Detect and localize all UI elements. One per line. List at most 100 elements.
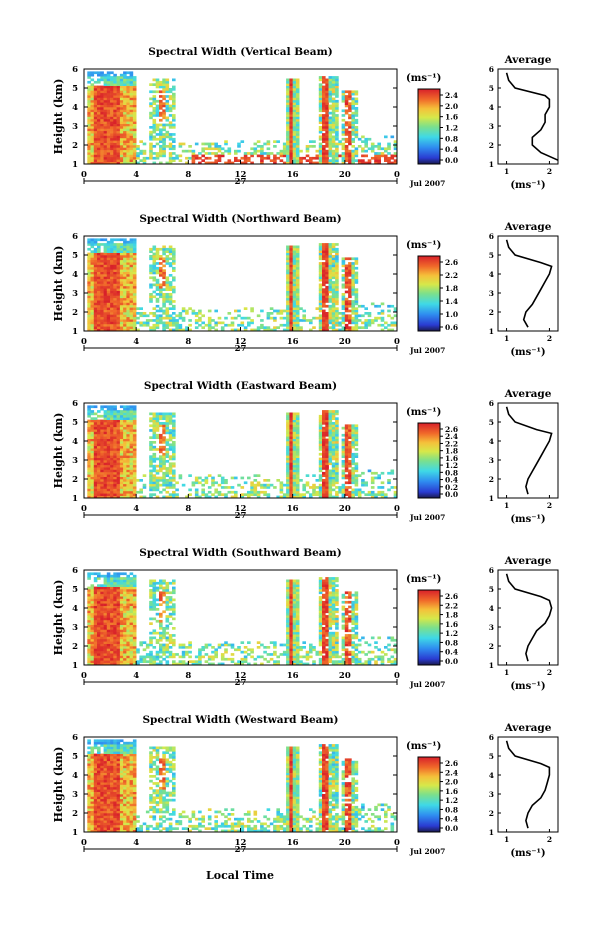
heatmap-cell <box>198 495 202 499</box>
heatmap-cell <box>292 285 297 289</box>
heatmap-cell <box>325 321 329 325</box>
heatmap-cell <box>354 483 359 487</box>
heatmap-cell <box>110 314 114 318</box>
heatmap-cell <box>129 290 134 294</box>
heatmap-cell <box>348 283 352 287</box>
heatmap-cell <box>335 152 339 155</box>
heatmap-cell <box>354 433 359 437</box>
heatmap-cell <box>93 457 98 461</box>
heatmap-cell <box>116 448 121 451</box>
heatmap-cell <box>159 152 163 155</box>
heatmap-cell <box>289 493 293 496</box>
heatmap-cell <box>292 154 297 158</box>
heatmap-cell <box>393 154 398 158</box>
heatmap-cell <box>286 154 290 158</box>
heatmap-cell <box>279 486 284 489</box>
heatmap-cell <box>126 302 130 306</box>
heatmap-cell <box>129 76 134 79</box>
heatmap-cell <box>100 481 104 485</box>
heatmap-cell <box>318 255 323 258</box>
heatmap-cell <box>106 142 111 146</box>
heatmap-cell <box>87 655 91 659</box>
heatmap-cell <box>132 464 137 468</box>
heatmap-cell <box>113 426 117 430</box>
heatmap-cell <box>126 419 130 423</box>
heatmap-cell <box>93 638 98 642</box>
heatmap-cell <box>354 438 359 442</box>
heatmap-cell <box>93 295 98 299</box>
heatmap-cell <box>97 490 101 494</box>
heatmap-cell <box>103 107 108 110</box>
heatmap-cell <box>106 410 111 413</box>
heatmap-cell <box>325 159 329 162</box>
heatmap-cell <box>100 135 104 139</box>
heatmap-cell <box>318 300 323 303</box>
heatmap-cell <box>126 281 130 284</box>
heatmap-cell <box>295 135 300 139</box>
heatmap-cell <box>136 152 140 155</box>
heatmap-cell <box>90 624 95 628</box>
heatmap-cell <box>119 297 124 301</box>
heatmap-cell <box>110 574 114 578</box>
heatmap-cell <box>289 295 293 299</box>
heatmap-cell <box>119 283 124 287</box>
heatmap-cell <box>331 323 336 327</box>
heatmap-cell <box>113 581 117 585</box>
heatmap-cell <box>113 95 117 98</box>
heatmap-cell <box>335 469 339 473</box>
heatmap-cell <box>106 448 111 451</box>
heatmap-cell <box>341 438 346 442</box>
heatmap-cell <box>260 319 264 322</box>
heatmap-cell <box>97 603 101 606</box>
heatmap-cell <box>97 80 101 84</box>
heatmap-cell <box>387 161 391 165</box>
heatmap-cell <box>126 252 130 256</box>
heatmap-cell <box>110 624 114 628</box>
heatmap-cell <box>185 495 189 499</box>
heatmap-cell <box>331 137 336 141</box>
heatmap-cell <box>279 309 284 313</box>
heatmap-cell <box>129 255 134 258</box>
heatmap-cell <box>384 326 388 329</box>
heatmap-cell <box>361 161 365 165</box>
heatmap-cell <box>168 161 173 165</box>
heatmap-cell <box>325 462 329 466</box>
heatmap-cell <box>292 460 297 463</box>
heatmap-cell <box>165 486 170 489</box>
heatmap-cell <box>97 631 101 635</box>
heatmap-cell <box>113 135 117 139</box>
heatmap-cell <box>100 321 104 325</box>
heatmap-cell <box>325 426 329 430</box>
heatmap-cell <box>295 161 300 165</box>
heatmap-cell <box>273 140 277 143</box>
heatmap-cell <box>295 97 300 101</box>
heatmap-cell <box>113 257 117 261</box>
heatmap-cell <box>106 617 111 621</box>
heatmap-cell <box>142 474 147 477</box>
heatmap-cell <box>341 314 346 318</box>
heatmap-cell <box>110 104 114 108</box>
heatmap-cell <box>172 426 176 430</box>
heatmap-cell <box>149 479 153 482</box>
heatmap-cell <box>315 486 320 489</box>
heatmap-cell <box>335 288 339 291</box>
heatmap-cell <box>93 271 98 275</box>
colorbar-tick-label: 0.6 <box>445 323 458 332</box>
heatmap-cell <box>100 424 104 428</box>
heatmap-cell <box>113 278 117 282</box>
heatmap-cell <box>103 650 108 654</box>
heatmap-cell <box>149 474 153 477</box>
heatmap-cell <box>116 634 121 637</box>
heatmap-cell <box>354 328 359 332</box>
heatmap-cell <box>90 662 95 666</box>
heatmap-cell <box>295 483 300 487</box>
heatmap-cell <box>116 596 121 599</box>
heatmap-cell <box>113 431 117 435</box>
heatmap-cell <box>325 422 329 425</box>
heatmap-cell <box>348 97 352 101</box>
heatmap-cell <box>126 128 130 132</box>
heatmap-cell <box>132 309 137 313</box>
heatmap-cell <box>370 142 375 146</box>
heatmap-cell <box>119 259 124 263</box>
